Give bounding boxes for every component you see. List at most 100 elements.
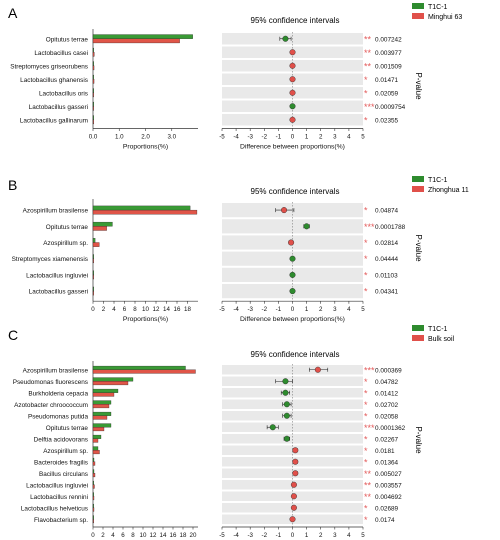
- category-label-b: Azospirillum brasilense: [23, 208, 89, 215]
- pvalue-c: 0.000369: [375, 367, 402, 374]
- ci-row-band-c: [222, 388, 363, 398]
- bar-a-t1c-1: [92, 115, 94, 120]
- legend-label-b-2: Zhonghua 11: [428, 187, 469, 194]
- significance-stars-a: ***: [364, 102, 375, 112]
- bar-a-t1c-1: [92, 88, 94, 93]
- bar-a-minghui-63: [92, 52, 95, 57]
- category-label-c: Pseudomonas putida: [28, 413, 88, 420]
- ci-point-c: [289, 516, 296, 523]
- ci-point-c: [283, 401, 290, 408]
- pvalue-a: 0.0009754: [375, 104, 406, 111]
- category-label-c: Azotobacter chroococcum: [14, 402, 88, 409]
- ci-row-band-c: [222, 434, 363, 444]
- bar-c-bulk-soil: [92, 507, 95, 512]
- significance-stars-c: *: [364, 434, 368, 444]
- ci-point-a: [289, 62, 296, 69]
- ci-point-b: [289, 271, 296, 278]
- category-label-a: Opitutus terrae: [46, 36, 89, 43]
- bar-c-t1c-1: [92, 503, 94, 508]
- ci-point-b: [289, 255, 296, 262]
- bar-c-t1c-1: [92, 515, 94, 520]
- significance-stars-c: *: [364, 503, 368, 513]
- bar-c-bulk-soil: [92, 392, 115, 397]
- ci-x-tick-label-a: -1: [276, 134, 282, 141]
- ci-point-c: [292, 447, 299, 454]
- ci-point-a: [289, 89, 296, 96]
- bar-a-minghui-63: [92, 119, 94, 125]
- significance-stars-c: *: [364, 457, 368, 467]
- pvalue-a: 0.003977: [375, 50, 402, 57]
- bar-c-t1c-1: [92, 469, 95, 474]
- significance-stars-c: **: [364, 469, 372, 479]
- ci-point-b: [288, 239, 295, 246]
- bar-a-minghui-63: [92, 65, 95, 71]
- bar-a-minghui-63: [92, 38, 180, 44]
- significance-stars-c: **: [364, 480, 372, 490]
- category-label-b: Opitutus terrae: [46, 224, 89, 231]
- bar-c-bulk-soil: [92, 404, 110, 409]
- bar-c-bulk-soil: [92, 473, 96, 478]
- ci-point-c: [314, 366, 321, 373]
- ci-point-c: [290, 481, 297, 488]
- bar-c-bulk-soil: [92, 496, 95, 501]
- pvalue-a: 0.02355: [375, 117, 399, 124]
- pvalue-c: 0.0174: [375, 517, 395, 524]
- category-label-c: Flavobacterium sp.: [34, 517, 88, 524]
- significance-stars-a: **: [364, 61, 372, 71]
- bar-a-t1c-1: [92, 34, 193, 39]
- ci-title-c: 95% confidence intervals: [251, 350, 340, 359]
- significance-stars-a: *: [364, 115, 368, 125]
- pvalue-b: 0.01103: [375, 272, 398, 279]
- bar-a-minghui-63: [92, 106, 94, 111]
- pvalue-c: 0.005027: [375, 471, 402, 478]
- bar-x-tick-label-b: 6: [123, 306, 127, 313]
- ci-x-tick-label-b: 4: [347, 306, 351, 313]
- bar-b-zhonghua-11: [92, 258, 94, 264]
- ci-point-a: [289, 103, 296, 110]
- legend-label-a-2: Minghui 63: [428, 14, 462, 21]
- bar-c-bulk-soil: [92, 484, 95, 489]
- ci-x-tick-label-a: -2: [262, 134, 268, 141]
- significance-stars-c: ***: [364, 423, 375, 433]
- bar-c-t1c-1: [92, 457, 95, 462]
- pvalue-axis-label-b: P-value: [414, 234, 423, 262]
- ci-x-tick-label-b: 2: [319, 306, 323, 313]
- ci-point-a: [289, 49, 296, 56]
- bar-c-t1c-1: [92, 377, 134, 382]
- category-label-c: Pseudomonas fluorescens: [13, 379, 88, 386]
- category-label-a: Lactobacillus casei: [34, 50, 88, 57]
- bar-b-t1c-1: [92, 254, 94, 259]
- ci-point-c: [292, 470, 299, 477]
- ci-x-tick-label-a: 4: [347, 134, 351, 141]
- bar-x-tick-label-c: 4: [111, 532, 115, 539]
- legend-swatch-c-2: [412, 335, 424, 341]
- pvalue-b: 0.04444: [375, 256, 399, 263]
- significance-stars-b: *: [364, 206, 368, 216]
- pvalue-c: 0.01412: [375, 390, 399, 397]
- bar-x-tick-label-c: 10: [140, 532, 147, 539]
- ci-x-tick-label-c: -5: [219, 532, 225, 539]
- legend-label-c-1: T1C-1: [428, 326, 448, 333]
- bar-x-tick-label-a: 1.0: [115, 134, 124, 141]
- ci-title-a: 95% confidence intervals: [251, 16, 340, 25]
- bar-x-tick-label-c: 6: [121, 532, 125, 539]
- ci-x-tick-label-b: -4: [233, 306, 239, 313]
- pvalue-axis-label-c: P-value: [414, 426, 423, 454]
- ci-point-b: [281, 207, 288, 214]
- pvalue-b: 0.04341: [375, 289, 399, 296]
- ci-x-tick-label-a: 3: [333, 134, 337, 141]
- bar-x-tick-label-c: 16: [170, 532, 177, 539]
- significance-stars-b: *: [364, 270, 368, 280]
- ci-x-tick-label-c: -4: [233, 532, 239, 539]
- bar-a-t1c-1: [92, 74, 94, 80]
- charts-layer: Opitutus terrae Lactobacillus casei Strept…: [10, 29, 406, 539]
- bar-a-t1c-1: [92, 61, 94, 66]
- pvalue-c: 0.02267: [375, 436, 399, 443]
- category-label-c: Burkholderia cepacia: [28, 390, 88, 397]
- bar-c-t1c-1: [92, 388, 119, 393]
- bar-c-bulk-soil: [92, 438, 99, 443]
- bar-c-bulk-soil: [92, 427, 105, 432]
- bar-b-t1c-1: [92, 238, 96, 243]
- ci-x-tick-label-a: -4: [233, 134, 239, 141]
- significance-stars-c: *: [364, 388, 368, 398]
